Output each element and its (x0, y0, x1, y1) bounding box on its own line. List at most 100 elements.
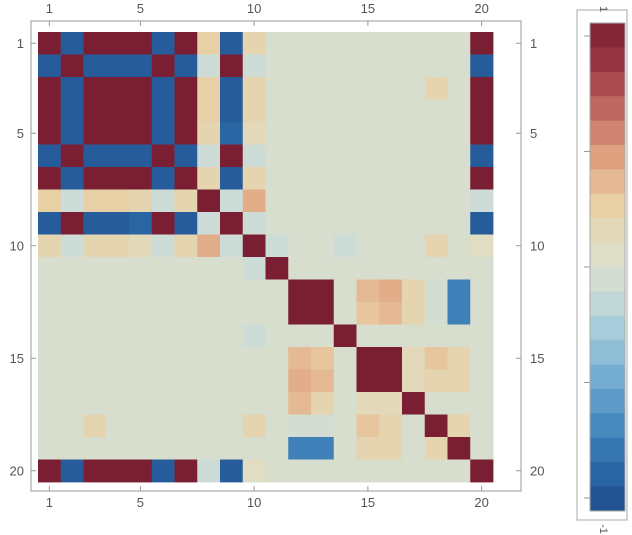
heatmap-cell (265, 302, 289, 325)
x-tick-label-top: 5 (137, 1, 144, 16)
heatmap-cell (174, 459, 198, 483)
heatmap-cell (288, 144, 312, 168)
heatmap-cell (288, 369, 312, 393)
heatmap-cell (311, 99, 335, 123)
heatmap-cell (311, 32, 335, 55)
heatmap-cell (379, 459, 403, 483)
heatmap-cell (379, 144, 403, 168)
heatmap-cell (129, 32, 153, 55)
heatmap-cell (60, 212, 84, 235)
heatmap-cell (333, 167, 357, 190)
heatmap-cell (311, 167, 335, 190)
y-tick-label-right: 10 (530, 238, 544, 253)
heatmap-cell (333, 392, 357, 415)
heatmap-cell (106, 189, 130, 213)
legend-ticks (584, 35, 590, 499)
heatmap-cell (356, 99, 380, 123)
heatmap-cell (197, 437, 221, 460)
heatmap-cell (242, 392, 266, 415)
heatmap-cell (311, 347, 335, 370)
heatmap-cell (220, 347, 244, 370)
heatmap-cell (242, 99, 266, 123)
heatmap-cell (83, 212, 107, 235)
x-tick-label-top: 1 (46, 1, 53, 16)
heatmap-cell (83, 122, 107, 145)
heatmap-cell (129, 144, 153, 168)
heatmap-cell (356, 77, 380, 100)
x-tick-label-bottom: 1 (46, 495, 53, 510)
heatmap-cell (60, 302, 84, 325)
heatmap-cell (129, 257, 153, 280)
heatmap-cell (129, 279, 153, 303)
y-tick-label-right: 1 (530, 36, 537, 51)
heatmap-cell (60, 392, 84, 415)
heatmap-cell (83, 414, 107, 438)
heatmap-cell (447, 212, 471, 235)
heatmap-cell (38, 189, 62, 213)
heatmap-cell (333, 302, 357, 325)
legend-bin (590, 47, 625, 73)
x-tick-label-top: 10 (247, 1, 261, 16)
heatmap-cell (447, 302, 471, 325)
heatmap-cell (265, 279, 289, 303)
heatmap-cell (265, 347, 289, 370)
heatmap-cell (265, 99, 289, 123)
heatmap-cell (447, 77, 471, 100)
heatmap-cell (129, 324, 153, 348)
heatmap-cell (60, 77, 84, 100)
heatmap-cell (129, 437, 153, 460)
heatmap-cell (424, 212, 448, 235)
heatmap-cell (60, 54, 84, 78)
legend-bin (590, 364, 625, 390)
heatmap-cell (242, 77, 266, 100)
heatmap-cell (197, 99, 221, 123)
heatmap-cell (288, 122, 312, 145)
heatmap-cell (174, 392, 198, 415)
heatmap-cell (60, 324, 84, 348)
heatmap-cell (83, 167, 107, 190)
heatmap-cell (38, 77, 62, 100)
legend-bin (590, 413, 625, 439)
heatmap-cell (447, 279, 471, 303)
heatmap-cell (311, 234, 335, 258)
heatmap-cell (129, 414, 153, 438)
heatmap-cell (470, 347, 494, 370)
heatmap-cell (220, 279, 244, 303)
heatmap-cell (129, 369, 153, 393)
heatmap-cell (333, 347, 357, 370)
heatmap-cell (83, 437, 107, 460)
heatmap-cell (129, 459, 153, 483)
heatmap-cell (311, 392, 335, 415)
heatmap-cell (242, 234, 266, 258)
heatmap-cell (151, 369, 175, 393)
heatmap-cell (197, 459, 221, 483)
heatmap-cell (333, 212, 357, 235)
x-tick-label-bottom: 20 (474, 495, 488, 510)
heatmap-cell (38, 99, 62, 123)
heatmap-cell (242, 144, 266, 168)
heatmap-cell (356, 234, 380, 258)
heatmap-cell (470, 279, 494, 303)
heatmap-cell (424, 459, 448, 483)
heatmap-cell (265, 167, 289, 190)
heatmap-cell (106, 347, 130, 370)
heatmap-cell (379, 324, 403, 348)
heatmap-cell (83, 302, 107, 325)
heatmap-cell (424, 279, 448, 303)
heatmap-cell (288, 459, 312, 483)
heatmap-cell (129, 54, 153, 78)
heatmap-cell (379, 414, 403, 438)
legend-max-label: 1 (597, 6, 609, 12)
heatmap-cell (402, 234, 426, 258)
heatmap-cell (220, 144, 244, 168)
heatmap-cell (311, 279, 335, 303)
heatmap-cell (470, 392, 494, 415)
heatmap-cell (333, 414, 357, 438)
legend-bin (590, 169, 625, 195)
heatmap-cell (60, 99, 84, 123)
heatmap-cell (424, 324, 448, 348)
heatmap-cell (265, 459, 289, 483)
heatmap-cell (242, 167, 266, 190)
heatmap-cell (197, 144, 221, 168)
